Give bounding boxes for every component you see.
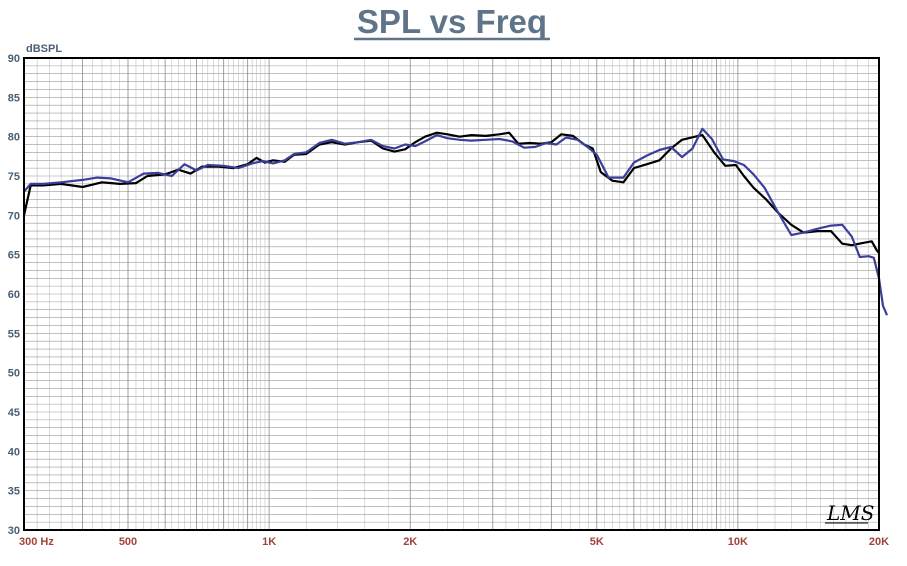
y-tick-label: 90 bbox=[8, 53, 20, 65]
x-axis: 300 Hz 500 1K 2K 5K 10K 20K bbox=[19, 536, 889, 548]
y-tick-label: 35 bbox=[8, 486, 20, 498]
series-group bbox=[22, 127, 889, 316]
y-tick-label: 85 bbox=[8, 92, 20, 104]
series-line-2 bbox=[23, 127, 889, 316]
y-tick-label: 30 bbox=[8, 525, 20, 537]
y-axis-unit-label: dBSPL bbox=[26, 43, 62, 55]
x-tick-label: 10K bbox=[728, 536, 748, 548]
x-tick-label: 2K bbox=[403, 536, 417, 548]
y-tick-label: 75 bbox=[8, 171, 20, 183]
y-tick-label: 80 bbox=[8, 132, 20, 144]
y-tick-label: 60 bbox=[8, 289, 20, 301]
y-tick-label: 65 bbox=[8, 250, 20, 262]
x-tick-label: 20K bbox=[869, 536, 889, 548]
y-axis: 30 35 40 45 50 55 60 65 70 75 80 85 90 bbox=[8, 53, 20, 537]
lms-logo: LMS bbox=[825, 501, 874, 525]
x-tick-label: 500 bbox=[119, 536, 137, 548]
y-tick-label: 45 bbox=[8, 407, 20, 419]
y-tick-label: 55 bbox=[8, 328, 20, 340]
plot-frame bbox=[23, 57, 880, 531]
y-tick-label: 70 bbox=[8, 210, 20, 222]
x-tick-label: 300 Hz bbox=[19, 536, 54, 548]
chart-title: SPL vs Freq bbox=[357, 3, 547, 40]
x-tick-label: 1K bbox=[262, 536, 276, 548]
lms-logo-text: LMS bbox=[826, 501, 874, 525]
x-tick-label: 5K bbox=[590, 536, 604, 548]
y-tick-label: 40 bbox=[8, 446, 20, 458]
y-tick-label: 50 bbox=[8, 368, 20, 380]
grid bbox=[24, 58, 879, 530]
